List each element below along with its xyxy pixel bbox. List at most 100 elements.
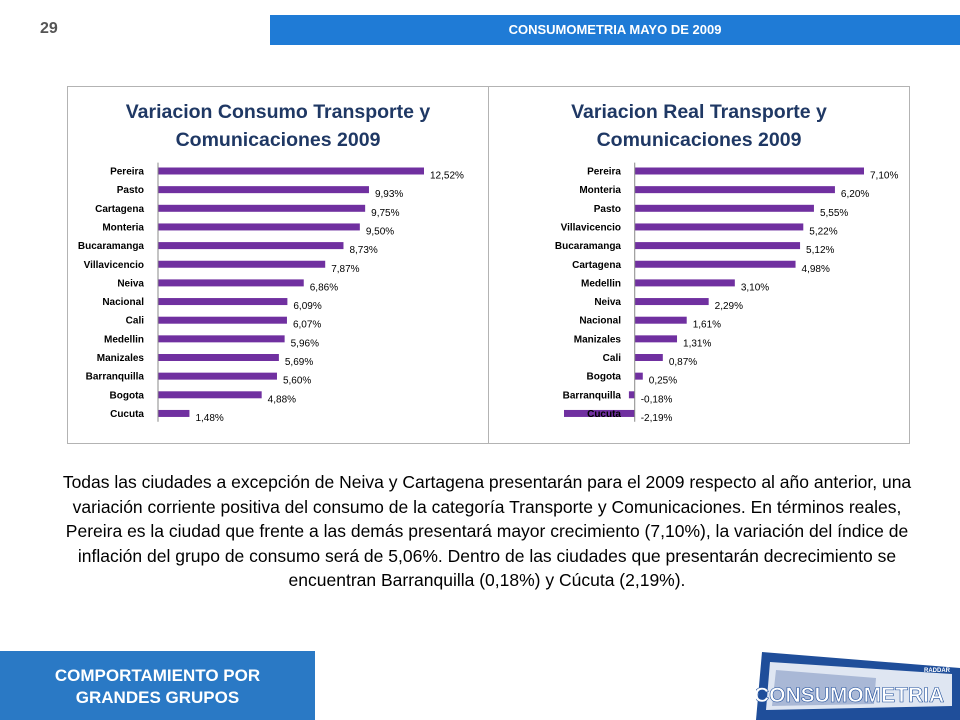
category-label: Cartagena: [572, 260, 621, 271]
data-label: 8,73%: [349, 245, 377, 256]
header-title: CONSUMOMETRIA MAYO DE 2009: [508, 22, 722, 37]
bar: [564, 409, 635, 417]
category-label: Pereira: [587, 167, 621, 178]
page-number: 29: [40, 20, 58, 37]
data-label: 5,12%: [806, 245, 834, 256]
bar: [158, 167, 424, 175]
data-label: 4,88%: [268, 394, 296, 405]
chart-consumo: Variacion Consumo Transporte y Comunicaci…: [67, 86, 489, 444]
category-label: Pereira: [110, 167, 144, 178]
bar: [634, 260, 796, 268]
data-label: 0,25%: [649, 376, 677, 387]
bar: [158, 279, 304, 287]
data-label: 7,87%: [331, 264, 359, 275]
bar: [634, 167, 864, 175]
category-label: Pasto: [594, 204, 621, 215]
data-label: 6,07%: [293, 320, 321, 331]
data-label: 12,52%: [430, 171, 464, 182]
chart-title-line: Comunicaciones 2009: [597, 129, 802, 151]
category-label: Medellin: [581, 278, 621, 289]
category-label: Barranquilla: [86, 372, 145, 383]
chart-title-line: Variacion Real Transporte y: [571, 101, 827, 123]
chart-real: Variacion Real Transporte y Comunicacione…: [488, 86, 910, 444]
chart-title-line: Variacion Consumo Transporte y: [126, 101, 431, 123]
category-label: Bogota: [110, 390, 145, 401]
data-label: 9,50%: [366, 226, 394, 237]
category-label: Cali: [603, 353, 622, 364]
data-label: 0,87%: [669, 357, 697, 368]
footer-label: COMPORTAMIENTO POR GRANDES GRUPOS: [54, 666, 261, 707]
bar: [628, 391, 635, 399]
bar: [158, 298, 288, 306]
category-label: Bucaramanga: [78, 241, 145, 252]
category-label: Nacional: [102, 297, 144, 308]
description-text: Todas las ciudades a excepción de Neiva …: [62, 472, 912, 590]
bar: [634, 372, 643, 380]
category-label: Barranquilla: [563, 390, 622, 401]
category-label: Villavicencio: [84, 260, 144, 271]
bar: [634, 298, 709, 306]
bar: [158, 316, 287, 324]
data-label: 5,55%: [820, 208, 848, 219]
category-label: Cucuta: [587, 409, 621, 420]
chart-title-line: Comunicaciones 2009: [176, 129, 381, 151]
data-label: 3,10%: [741, 282, 769, 293]
data-label: 1,31%: [683, 338, 711, 349]
bar: [634, 186, 835, 194]
category-label: Manizales: [97, 353, 145, 364]
bar: [634, 223, 804, 231]
bar: [158, 186, 369, 194]
category-label: Monteria: [102, 222, 144, 233]
footer-bar: COMPORTAMIENTO POR GRANDES GRUPOS: [0, 651, 315, 720]
bar: [634, 335, 678, 343]
data-label: 6,20%: [841, 189, 869, 200]
logo-text: CONSUMOMETRIA: [756, 684, 944, 707]
bar: [158, 391, 262, 399]
chart-svg: Variacion Consumo Transporte y Comunicaci…: [78, 101, 464, 424]
category-label: Villavicencio: [561, 222, 621, 233]
data-label: 1,61%: [693, 320, 721, 331]
data-label: 1,48%: [195, 413, 223, 424]
category-label: Neiva: [594, 297, 621, 308]
category-label: Cucuta: [110, 409, 144, 420]
data-label: 6,09%: [293, 301, 321, 312]
data-label: 4,98%: [802, 264, 830, 275]
bar: [158, 242, 344, 250]
bar: [158, 354, 279, 361]
category-label: Bogota: [587, 372, 622, 383]
category-label: Neiva: [117, 278, 144, 289]
bar: [158, 260, 326, 268]
data-label: 6,86%: [310, 282, 338, 293]
logo-graphic: RADDAR CONSUMOMETRIA: [756, 652, 960, 720]
data-label: 5,69%: [285, 357, 313, 368]
bar: [158, 409, 190, 417]
category-label: Nacional: [579, 316, 621, 327]
category-label: Bucaramanga: [555, 241, 622, 252]
data-label: 5,96%: [291, 338, 319, 349]
data-label: 7,10%: [870, 171, 898, 182]
data-label: 9,75%: [371, 208, 399, 219]
category-label: Manizales: [574, 334, 622, 345]
bar: [158, 372, 277, 380]
category-label: Monteria: [579, 185, 621, 196]
data-label: 2,29%: [715, 301, 743, 312]
category-label: Cali: [126, 316, 145, 327]
data-label: -0,18%: [641, 394, 673, 405]
data-label: 9,93%: [375, 189, 403, 200]
category-label: Medellin: [104, 334, 144, 345]
bar: [634, 204, 814, 212]
data-label: 5,60%: [283, 376, 311, 387]
bar: [634, 316, 687, 324]
bar: [158, 223, 360, 231]
bar: [158, 204, 366, 212]
bar: [634, 279, 735, 287]
logo-small-text: RADDAR: [924, 668, 951, 674]
chart-svg: Variacion Real Transporte y Comunicacione…: [555, 101, 899, 424]
bar: [634, 354, 663, 361]
data-label: -2,19%: [641, 413, 673, 424]
consumometria-logo: RADDAR CONSUMOMETRIA: [756, 648, 960, 720]
header-bar: CONSUMOMETRIA MAYO DE 2009: [270, 15, 960, 45]
category-label: Pasto: [117, 185, 144, 196]
category-label: Cartagena: [95, 204, 144, 215]
data-label: 5,22%: [809, 226, 837, 237]
